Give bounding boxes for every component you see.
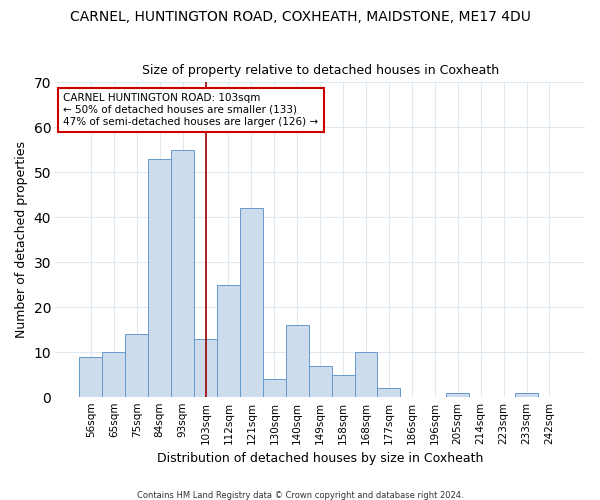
Bar xyxy=(148,159,171,398)
Bar xyxy=(171,150,194,398)
Bar xyxy=(446,393,469,398)
Bar xyxy=(217,285,240,398)
Bar xyxy=(377,388,400,398)
Bar xyxy=(103,352,125,398)
Bar xyxy=(194,339,217,398)
Bar xyxy=(309,366,332,398)
Title: Size of property relative to detached houses in Coxheath: Size of property relative to detached ho… xyxy=(142,64,499,77)
Bar xyxy=(355,352,377,398)
Bar xyxy=(332,375,355,398)
Text: CARNEL, HUNTINGTON ROAD, COXHEATH, MAIDSTONE, ME17 4DU: CARNEL, HUNTINGTON ROAD, COXHEATH, MAIDS… xyxy=(70,10,530,24)
Bar xyxy=(240,208,263,398)
Bar xyxy=(515,393,538,398)
Text: Contains HM Land Registry data © Crown copyright and database right 2024.: Contains HM Land Registry data © Crown c… xyxy=(137,490,463,500)
Bar xyxy=(79,357,103,398)
Bar xyxy=(286,326,309,398)
Y-axis label: Number of detached properties: Number of detached properties xyxy=(15,142,28,338)
Bar xyxy=(263,380,286,398)
X-axis label: Distribution of detached houses by size in Coxheath: Distribution of detached houses by size … xyxy=(157,452,484,465)
Bar xyxy=(125,334,148,398)
Text: CARNEL HUNTINGTON ROAD: 103sqm
← 50% of detached houses are smaller (133)
47% of: CARNEL HUNTINGTON ROAD: 103sqm ← 50% of … xyxy=(63,94,319,126)
